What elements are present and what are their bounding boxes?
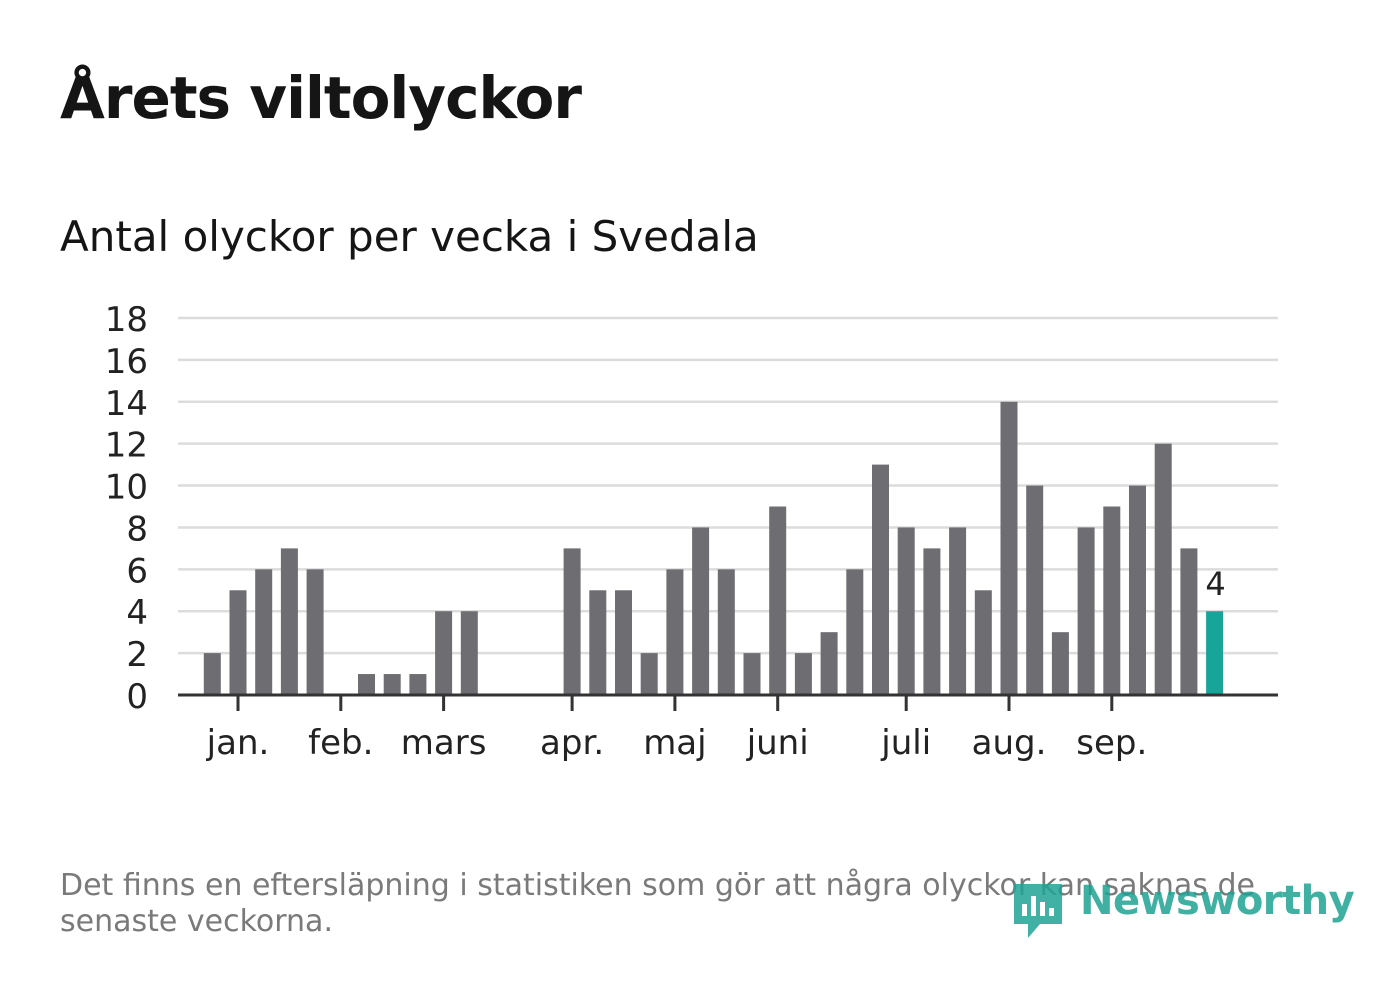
bar [563, 548, 581, 695]
bar [383, 674, 401, 695]
x-tick-label: apr. [540, 723, 604, 763]
bar [666, 569, 684, 695]
y-tick-label: 2 [126, 635, 148, 675]
x-tick-label: sep. [1076, 723, 1147, 763]
chart-title: Årets viltolyckor [60, 64, 582, 132]
y-tick-label: 18 [105, 300, 148, 340]
newsworthy-logo-icon [1014, 884, 1062, 938]
bar [409, 674, 427, 695]
bar [1051, 632, 1069, 695]
bar [872, 464, 889, 695]
x-tick-label: jan. [206, 723, 270, 763]
bar [280, 548, 298, 695]
x-tick-label: mars [401, 723, 487, 763]
bar [1154, 443, 1172, 695]
bar [1103, 506, 1121, 695]
bar [949, 527, 967, 695]
x-tick-label: feb. [308, 723, 373, 763]
brand-logo: Newsworthy [1010, 876, 1355, 944]
bar [897, 527, 915, 695]
bar [589, 590, 607, 695]
bar [923, 548, 941, 695]
x-tick-label: juli [880, 723, 931, 763]
y-tick-label: 16 [105, 342, 148, 382]
bar [435, 611, 453, 695]
bar [794, 653, 812, 695]
bar [615, 590, 632, 695]
bar [460, 611, 478, 695]
y-tick-label: 14 [105, 384, 148, 424]
bar [255, 569, 273, 695]
bar [846, 569, 864, 695]
bar [769, 506, 787, 695]
bar [974, 590, 992, 695]
y-tick-label: 0 [126, 677, 148, 717]
y-tick-label: 6 [126, 551, 148, 591]
y-tick-label: 10 [105, 468, 148, 508]
bar [1180, 548, 1198, 695]
bar [1129, 485, 1146, 695]
x-tick-label: aug. [972, 723, 1047, 763]
bar [1000, 401, 1018, 695]
bar-highlight [1206, 611, 1224, 695]
bar [820, 632, 838, 695]
bar [640, 653, 658, 695]
bar [306, 569, 324, 695]
x-tick-label: juni [746, 723, 809, 763]
bar [717, 569, 735, 695]
brand-name: Newsworthy [1080, 878, 1355, 924]
y-tick-label: 4 [126, 593, 148, 633]
data-label-last: 4 [1205, 565, 1225, 603]
bar [203, 653, 221, 695]
bar [1077, 527, 1095, 695]
chart-subtitle: Antal olyckor per vecka i Svedala [60, 212, 759, 261]
bar [1026, 485, 1044, 695]
bar [229, 590, 247, 695]
x-tick-label: maj [643, 723, 706, 763]
bar [743, 653, 761, 695]
y-tick-label: 8 [126, 509, 148, 549]
bar [692, 527, 710, 695]
bar [358, 674, 375, 695]
y-tick-label: 12 [105, 426, 148, 466]
